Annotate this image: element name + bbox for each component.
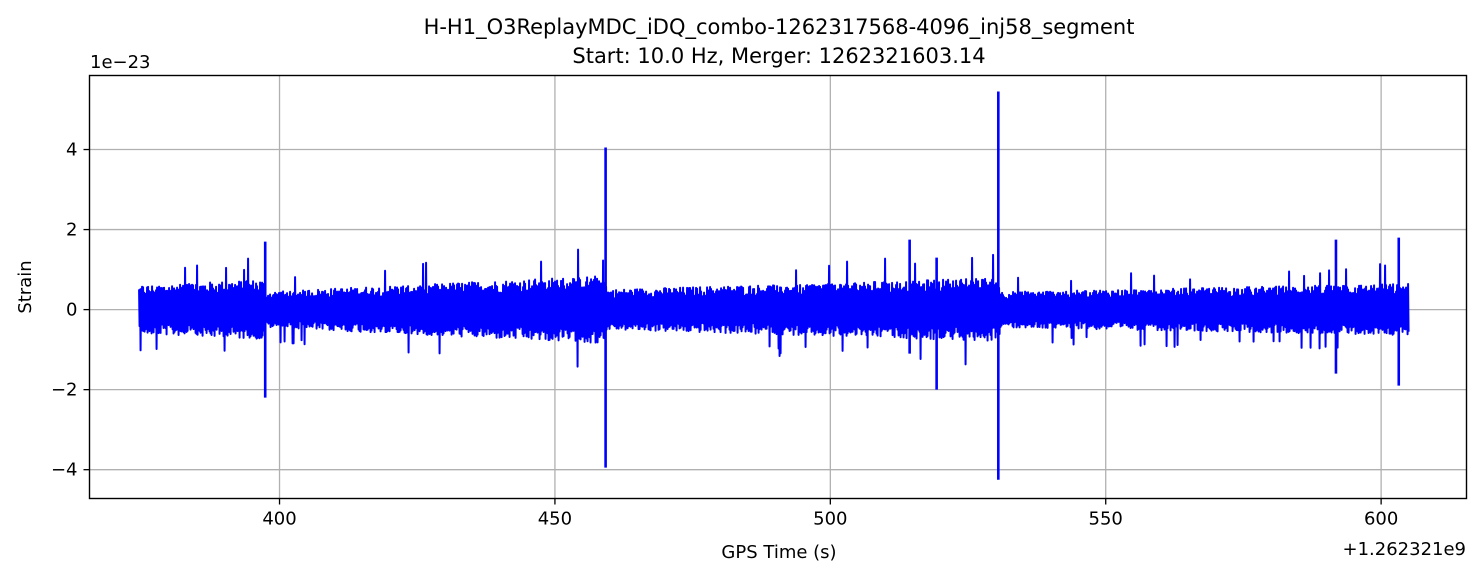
y-scale-label: 1e−23 (90, 52, 151, 73)
chart-subtitle: Start: 10.0 Hz, Merger: 1262321603.14 (572, 44, 985, 68)
y-axis-label: Strain (15, 260, 36, 313)
y-tick-label: −4 (51, 460, 78, 481)
plot-frame (88, 74, 1468, 500)
y-tick-label: 4 (66, 140, 77, 161)
chart-title: H-H1_O3ReplayMDC_iDQ_combo-1262317568-40… (424, 15, 1135, 40)
y-tick-label: 2 (66, 220, 77, 241)
y-tick-label: 0 (66, 300, 77, 321)
axis-ticks: 400 450 500 550 600 −4 −2 0 2 4 (51, 140, 1398, 530)
x-tick-label: 450 (538, 509, 572, 530)
x-tick-label: 400 (262, 509, 296, 530)
strain-trace (138, 248, 1410, 368)
x-axis-label: GPS Time (s) (721, 542, 836, 563)
x-offset-label: +1.262321e9 (1343, 539, 1467, 560)
x-tick-label: 600 (1364, 509, 1398, 530)
y-tick-label: −2 (51, 380, 78, 401)
x-tick-label: 500 (813, 509, 847, 530)
x-tick-label: 550 (1089, 509, 1123, 530)
strain-series (138, 91, 1410, 480)
